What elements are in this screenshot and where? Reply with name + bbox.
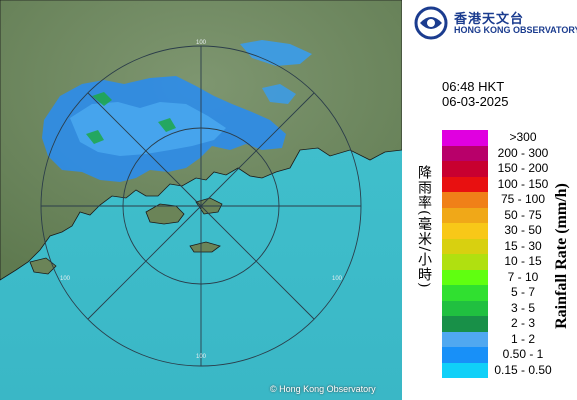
legend-label: 150 - 200: [497, 161, 549, 175]
legend-swatch: [442, 347, 488, 363]
legend-label: 1 - 2: [510, 331, 535, 346]
legend-labels: >300 200 - 300 150 - 200 100 - 150 75 - 100 5…: [488, 130, 558, 378]
hko-logo-icon: [414, 6, 448, 40]
legend-label: 0.15 - 0.50: [494, 362, 552, 377]
logo-chinese-name: 香港天文台: [454, 11, 525, 26]
legend-swatch: [442, 145, 488, 161]
legend-swatch: [442, 192, 488, 208]
legend-label: 100 - 150: [497, 176, 549, 191]
radar-map-canvas: 100 100 100 100: [0, 0, 402, 400]
copyright-notice: © Hong Kong Observatory: [270, 384, 376, 394]
legend-label: >300: [509, 130, 537, 144]
legend-panel: 香港天文台 HONG KONG OBSERVATORY 06:48 HKT 06…: [402, 0, 577, 400]
legend-swatch: [442, 207, 488, 223]
range-spoke-sw: [87, 205, 202, 320]
legend-swatch: [442, 238, 488, 254]
rain-echo-northeast: [240, 40, 312, 66]
legend-swatch: [442, 362, 488, 378]
legend-swatch: [442, 161, 488, 177]
range-rings: [40, 45, 362, 367]
western-island: [29, 257, 57, 275]
legend-title-english: Rainfall Rate (mm/h): [553, 183, 570, 329]
legend-swatch: [442, 316, 488, 332]
legend-label: 30 - 50: [504, 223, 542, 237]
rain-echo-light: [70, 102, 226, 156]
legend-swatch: [442, 331, 488, 347]
logo-english-name: HONG KONG OBSERVATORY: [454, 25, 577, 35]
legend-swatch: [442, 130, 488, 146]
range-spoke-se: [200, 205, 315, 320]
legend-label: 5 - 7: [510, 285, 535, 299]
outlying-island: [189, 241, 221, 253]
rain-echo-layer: [42, 40, 312, 182]
observation-time: 06:48 HKT: [442, 79, 505, 94]
legend-label: 50 - 75: [504, 207, 542, 222]
range-label-west: 100: [60, 276, 71, 282]
legend-label: 15 - 30: [504, 238, 542, 253]
legend-swatch: [442, 269, 488, 285]
radar-map: 100 100 100 100 © Hong Kong Observatory: [0, 0, 402, 400]
legend-swatch: [442, 176, 488, 192]
legend-label: 7 - 10: [507, 269, 539, 284]
legend-swatch: [442, 223, 488, 239]
legend-swatch: [442, 285, 488, 301]
legend-label: 0.50 - 1: [502, 347, 544, 361]
range-label-south: 100: [196, 354, 207, 360]
rain-echo-north: [262, 84, 296, 104]
legend-swatch: [442, 254, 488, 270]
hko-logo: 香港天文台 HONG KONG OBSERVATORY: [414, 6, 577, 40]
rain-echo-green: [86, 92, 176, 144]
legend-colorbar: [442, 130, 488, 378]
legend-title-chinese: 降雨率(毫米/小時): [416, 165, 432, 289]
lantau-island: [145, 203, 185, 225]
range-label-north: 100: [196, 40, 207, 46]
legend-swatch: [442, 300, 488, 316]
legend-label: 2 - 3: [510, 316, 535, 330]
legend-label: 10 - 15: [504, 254, 542, 268]
observation-date: 06-03-2025: [442, 94, 509, 109]
legend-label: 200 - 300: [497, 145, 549, 160]
range-spoke-ne: [200, 92, 315, 207]
range-label-east: 100: [332, 276, 343, 282]
legend-label: 75 - 100: [500, 192, 546, 206]
range-spoke-nw: [87, 92, 202, 207]
legend-label: 3 - 5: [510, 300, 535, 315]
